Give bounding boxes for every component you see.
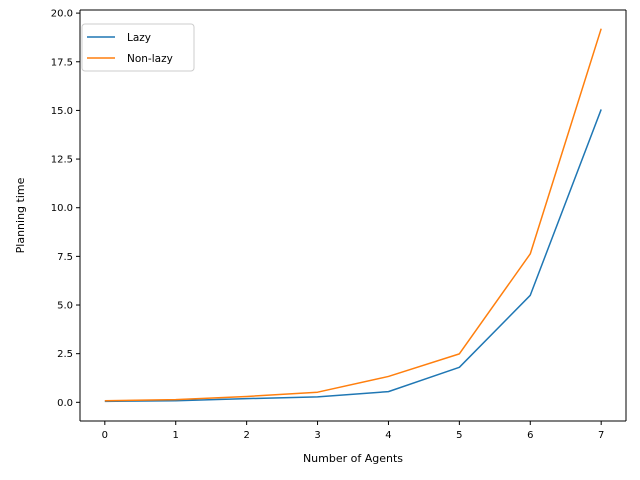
legend-label-lazy: Lazy [127, 32, 151, 44]
y-axis-label: Planning time [14, 177, 27, 253]
y-tick-label: 2.5 [57, 349, 73, 360]
x-tick-label: 1 [173, 430, 179, 441]
x-tick-label: 6 [527, 430, 533, 441]
y-tick-label: 12.5 [51, 155, 73, 166]
axes-frame [79, 9, 627, 422]
series-line-non-lazy [104, 28, 602, 402]
y-tick-label: 10.0 [51, 203, 73, 214]
x-tick-label: 5 [456, 430, 462, 441]
x-tick-label: 0 [102, 430, 108, 441]
y-tick-label: 5.0 [57, 301, 73, 312]
series-line-lazy [104, 109, 602, 403]
y-tick-label: 0.0 [57, 398, 73, 409]
y-axis-ticks: 0.0 2.5 5.0 7.5 10.0 12.5 15.0 17.5 20.0 [51, 9, 80, 409]
series-layer [104, 28, 602, 403]
legend-box [81, 23, 195, 72]
y-tick-label: 15.0 [51, 106, 73, 117]
x-tick-label: 2 [243, 430, 249, 441]
legend: Lazy Non-lazy [81, 23, 195, 72]
legend-label-non-lazy: Non-lazy [127, 53, 173, 65]
y-tick-label: 20.0 [51, 9, 73, 20]
plot-area [80, 10, 626, 421]
x-tick-label: 3 [314, 430, 320, 441]
x-tick-label: 4 [385, 430, 391, 441]
y-tick-label: 17.5 [51, 57, 73, 68]
x-tick-label: 7 [598, 430, 604, 441]
x-axis-ticks: 0 1 2 3 4 5 6 7 [102, 421, 604, 441]
x-axis-label: Number of Agents [303, 452, 403, 465]
y-tick-label: 7.5 [57, 252, 73, 263]
